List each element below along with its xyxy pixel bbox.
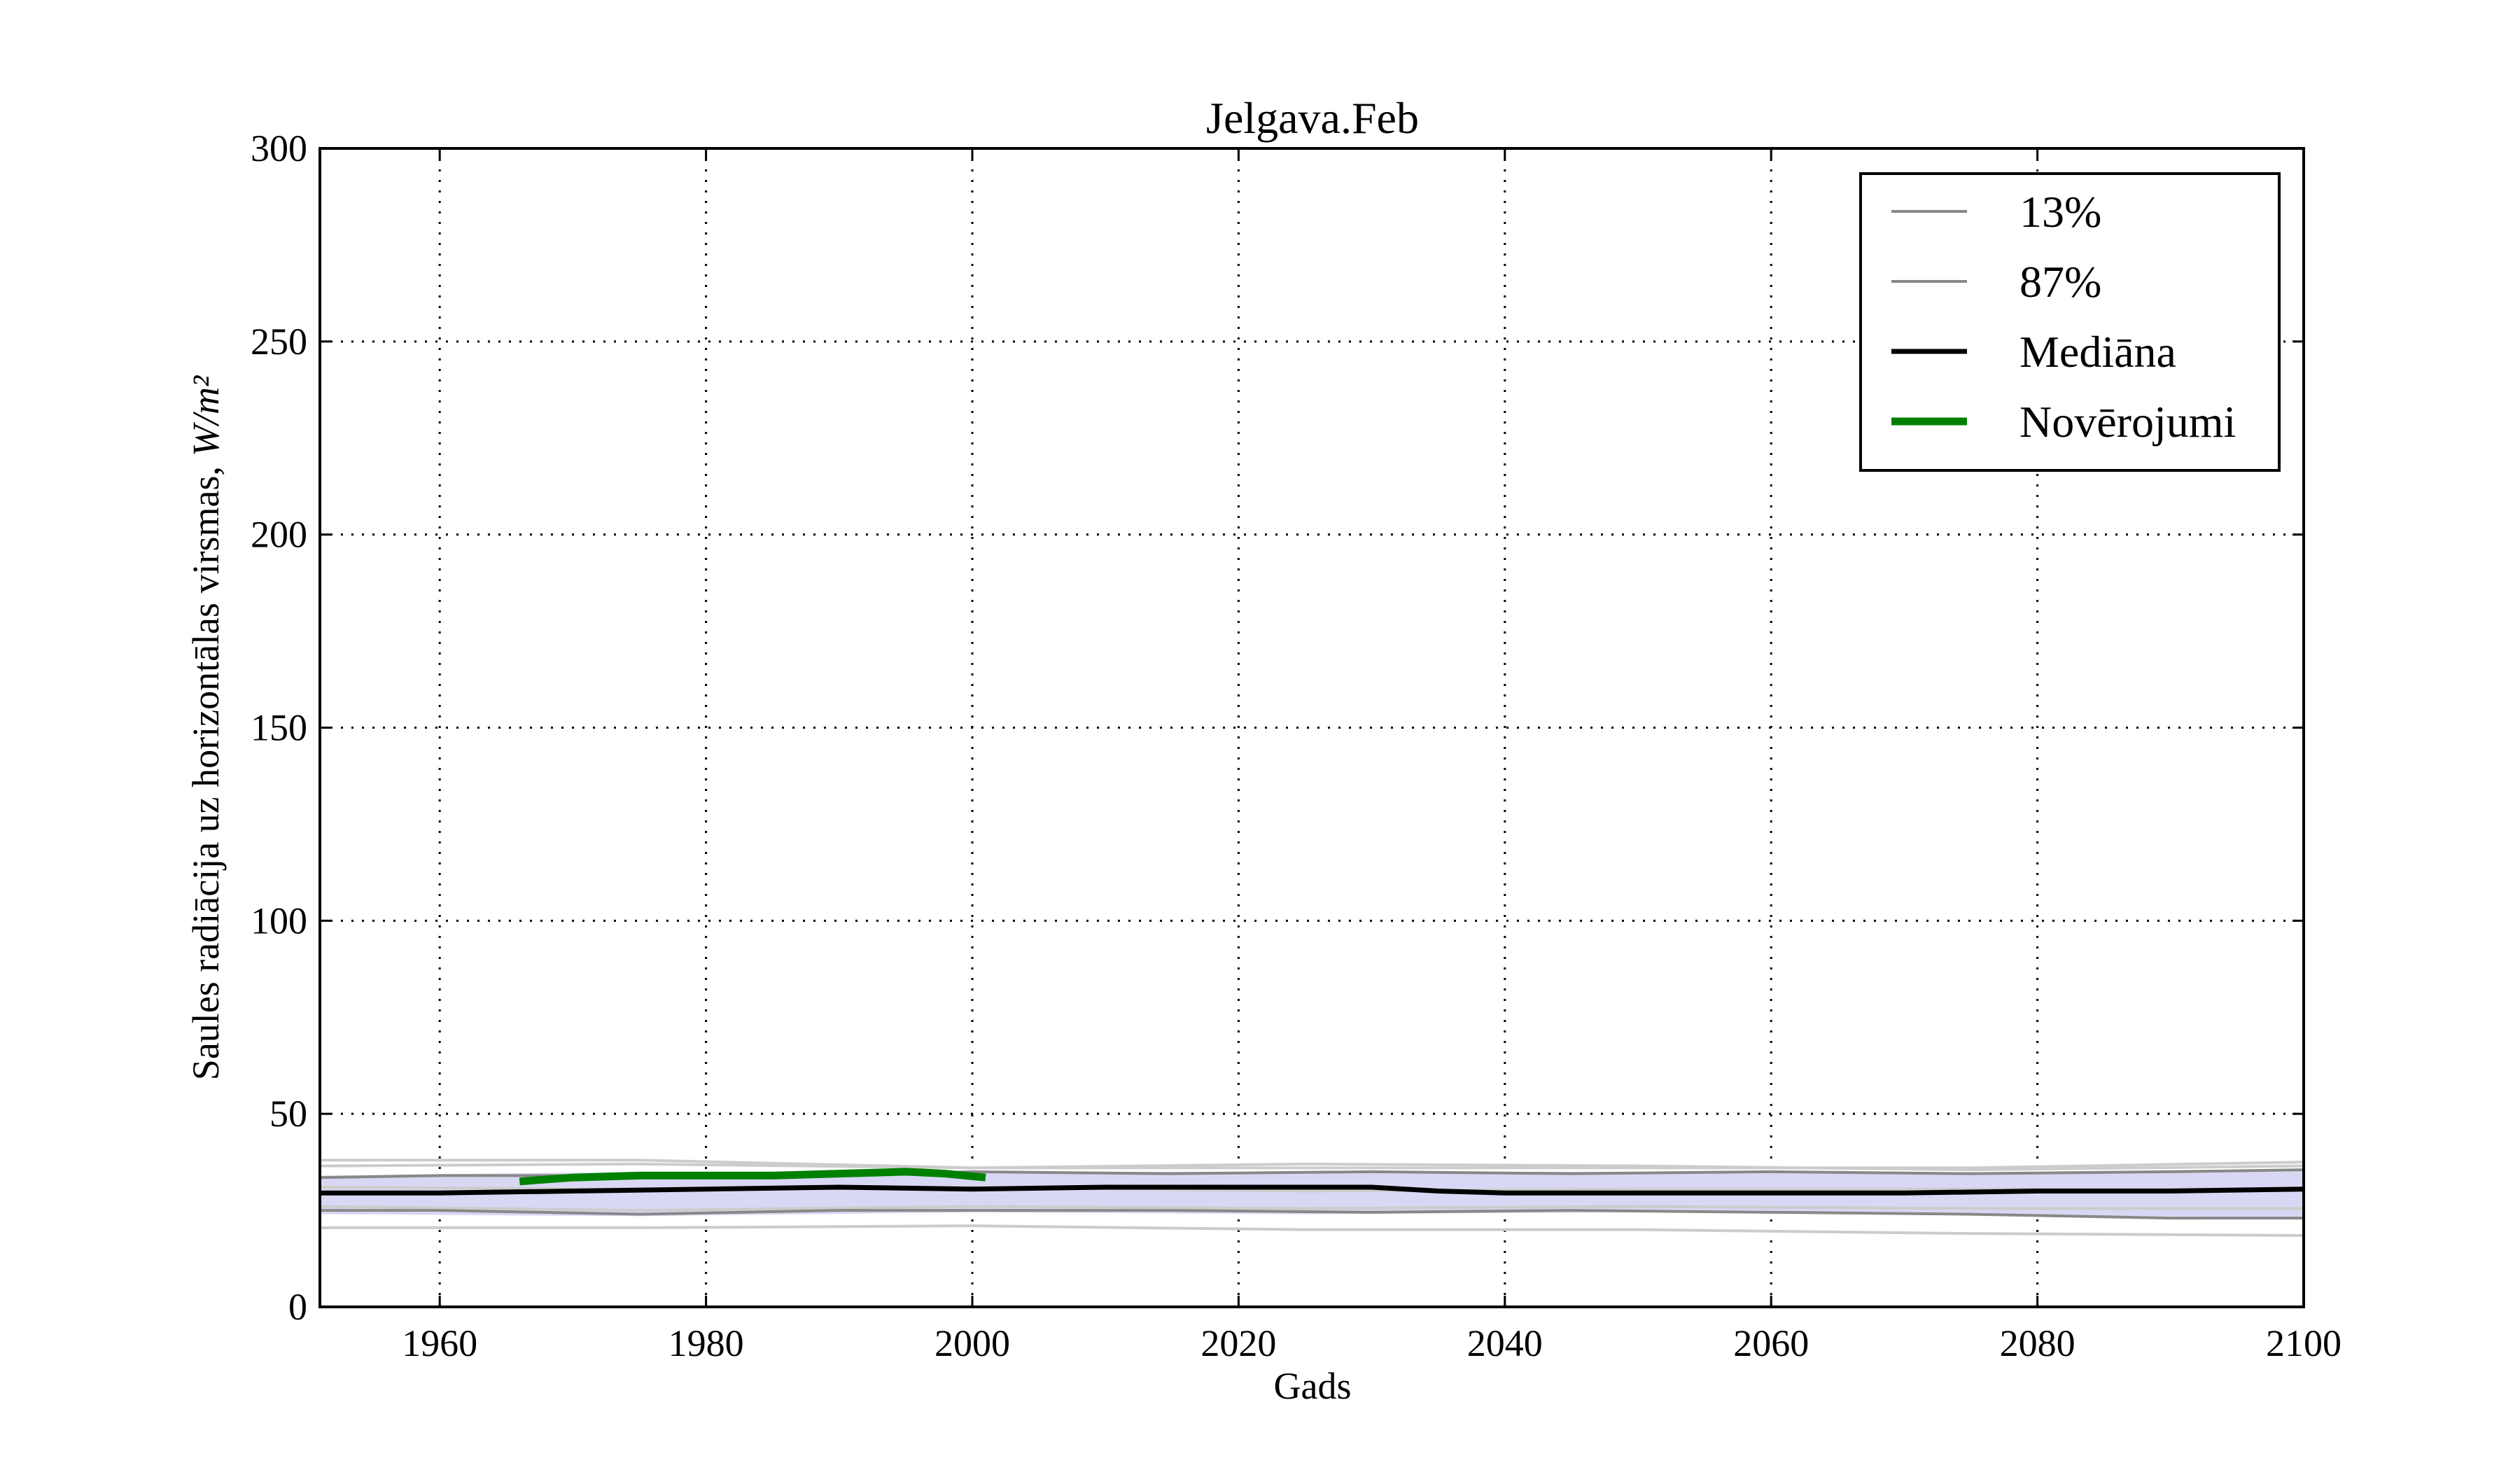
y-tick-label: 300 xyxy=(251,127,307,169)
y-axis-label-group: Saules radiācija uz horizontālas virsmas… xyxy=(185,375,227,1080)
y-tick-label: 200 xyxy=(251,514,307,556)
plot-area xyxy=(319,1158,2304,1237)
x-tick-label: 2100 xyxy=(2266,1322,2342,1364)
grid xyxy=(320,148,2304,1307)
x-tick-label: 1980 xyxy=(668,1322,744,1364)
x-tick-label: 2000 xyxy=(934,1322,1010,1364)
legend: 13% 87% Mediāna Novērojumi xyxy=(1859,172,2281,472)
x-axis-label: Gads xyxy=(1274,1365,1352,1407)
legend-label: 87% xyxy=(2019,257,2101,307)
series-line xyxy=(320,1209,2304,1220)
y-tick-label: 150 xyxy=(251,707,307,749)
axis-ticks: 1960 1980 2000 2020 2040 2060 2080 2100 0 50 100 15… xyxy=(251,127,2342,1364)
ensemble-member-line xyxy=(319,1205,2304,1212)
legend-label: Mediāna xyxy=(2019,327,2176,377)
uncertainty-band xyxy=(320,1170,2304,1219)
x-tick-label: 1960 xyxy=(402,1322,477,1364)
series-line xyxy=(519,1168,986,1186)
chart-title: Jelgava.Feb xyxy=(1206,93,1419,143)
series-line xyxy=(320,1184,2304,1196)
x-tick-label: 2040 xyxy=(1467,1322,1543,1364)
y-axis-unit: W/m² xyxy=(185,375,227,456)
y-tick-label: 100 xyxy=(251,899,307,941)
legend-label: Novērojumi xyxy=(2019,397,2236,447)
x-tick-label: 2020 xyxy=(1200,1322,1276,1364)
y-axis-label-text: Saules radiācija uz horizontālas virsmas… xyxy=(185,466,227,1080)
x-tick-label: 2060 xyxy=(1733,1322,1809,1364)
ensemble-member-line xyxy=(320,1158,2304,1170)
x-tick-label: 2080 xyxy=(2000,1322,2076,1364)
y-tick-label: 250 xyxy=(251,321,307,363)
ensemble-member-line xyxy=(319,1162,2304,1172)
y-tick-label: 0 xyxy=(288,1286,307,1328)
y-tick-label: 50 xyxy=(270,1093,307,1135)
y-axis-label: Saules radiācija uz horizontālas virsmas… xyxy=(185,375,227,1080)
legend-label: 13% xyxy=(2019,187,2101,237)
ensemble-member-line xyxy=(320,1224,2304,1237)
